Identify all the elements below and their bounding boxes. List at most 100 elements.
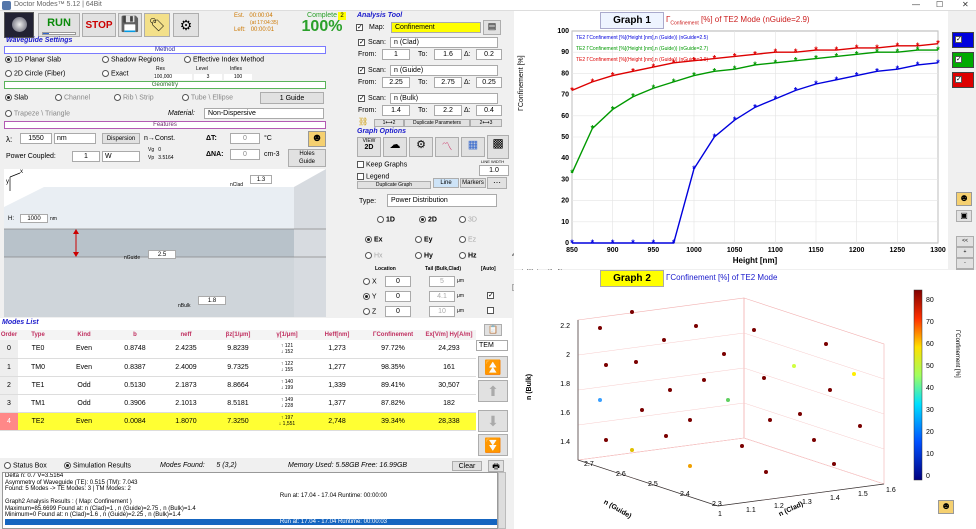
sim-results-radio[interactable]: Simulation Results: [64, 462, 131, 469]
hx-radio[interactable]: Hx: [365, 252, 383, 259]
y-auto-checkbox[interactable]: ✓: [487, 292, 494, 299]
image-icon[interactable]: ▣: [956, 210, 972, 222]
scan1-checkbox[interactable]: ✓: [358, 39, 365, 46]
hz-radio[interactable]: Hz: [459, 252, 477, 259]
x-location-radio[interactable]: X: [363, 278, 377, 285]
col-order[interactable]: Order: [0, 330, 18, 340]
method-1d-slab[interactable]: 1D Planar Slab: [5, 56, 61, 63]
move-top-icon[interactable]: ⏫: [478, 356, 508, 378]
delta-na-input[interactable]: 0: [230, 149, 260, 160]
log-scrollbar[interactable]: [498, 472, 506, 529]
dispersion-button[interactable]: Dispersion: [102, 133, 140, 144]
geom-channel[interactable]: Channel: [55, 94, 90, 101]
lambda-input[interactable]: 1550: [20, 133, 52, 144]
keep-graphs-checkbox[interactable]: Keep Graphs: [357, 161, 407, 168]
y-location-input[interactable]: 0: [385, 291, 411, 302]
gears-icon[interactable]: ⚙: [409, 137, 433, 157]
stop-button[interactable]: STOP: [82, 13, 116, 37]
delta-t-input[interactable]: 0: [230, 133, 260, 144]
move-up-icon[interactable]: ⬆: [478, 380, 508, 402]
link-icon[interactable]: ⛓: [358, 117, 369, 126]
mode-filter-select[interactable]: TEM: [476, 340, 508, 351]
geom-tube-ellipse[interactable]: Tube \ Ellipse: [182, 94, 233, 101]
user-icon[interactable]: ☻: [308, 131, 326, 147]
guide-count-button[interactable]: 1 Guide: [260, 92, 324, 104]
z-location-radio[interactable]: Z: [363, 308, 376, 315]
zoom-left-icon[interactable]: <<: [956, 236, 974, 247]
nbulk-input[interactable]: 1.8: [198, 296, 226, 305]
table-row-selected[interactable]: 4 TE2 Even 0.0084 1.8070 7.3250 ↑ 197 ↓ 1,551 2,…: [0, 412, 476, 431]
graph1-tab[interactable]: Graph 1: [600, 12, 664, 29]
geom-slab[interactable]: Slab: [5, 94, 28, 101]
z-location-input[interactable]: 0: [385, 306, 411, 317]
ex-radio[interactable]: Ex: [365, 236, 383, 243]
print-icon[interactable]: 🖶: [488, 460, 504, 472]
line-button[interactable]: Line: [433, 178, 459, 188]
col-confinement[interactable]: ΓConfinement: [364, 330, 422, 340]
material-select[interactable]: Non-Dispersive: [204, 108, 324, 119]
holes-button[interactable]: Holes Guide: [288, 149, 326, 167]
settings-gear-icon[interactable]: ⚙: [173, 13, 199, 37]
type-select[interactable]: Power Distribution: [387, 194, 497, 207]
dim-1d-radio[interactable]: 1D: [377, 216, 395, 223]
table-row[interactable]: 1 TM0 Even 0.8387 2.4009 9.7325 ↑ 122 ↓ 155 1,27…: [0, 358, 476, 377]
run-button[interactable]: RUN: [38, 13, 80, 37]
power-unit-select[interactable]: W: [102, 151, 140, 162]
export-icon[interactable]: 📋: [484, 324, 502, 336]
col-b[interactable]: b: [110, 330, 160, 340]
duplicate-graph-button[interactable]: Duplicate Graph: [357, 181, 431, 189]
series-1-toggle[interactable]: ✓: [952, 32, 974, 48]
map-select[interactable]: Confinement: [391, 22, 481, 33]
swap-2-3-button[interactable]: 2⟷3: [470, 119, 502, 127]
hy-radio[interactable]: Hy: [415, 252, 433, 259]
method-effective-index[interactable]: Effective Index Method: [184, 56, 264, 63]
markers-button[interactable]: Markers: [460, 178, 486, 188]
close-icon[interactable]: ✕: [962, 0, 969, 9]
nclad-input[interactable]: 1.3: [250, 175, 272, 184]
scan2-to-input[interactable]: 2.75: [434, 77, 462, 88]
user-icon[interactable]: ☻: [956, 192, 972, 206]
x-tail-input[interactable]: 5: [429, 276, 455, 287]
method-exact[interactable]: Exact: [102, 70, 128, 77]
clear-button[interactable]: Clear: [452, 461, 482, 471]
z-auto-checkbox[interactable]: [487, 307, 494, 314]
ez-radio[interactable]: Ez: [459, 236, 476, 243]
maximize-icon[interactable]: ☐: [936, 0, 944, 9]
nguide-input[interactable]: 2.5: [148, 250, 176, 259]
series-3-toggle[interactable]: ✓: [952, 72, 974, 88]
scan1-select[interactable]: n (Clad): [390, 37, 498, 48]
col-gamma[interactable]: γ[1/μm]: [264, 330, 310, 340]
scan3-from-input[interactable]: 1.4: [382, 105, 410, 116]
marker-style-icon[interactable]: ⋯: [487, 177, 507, 189]
table-row[interactable]: 2 TE1 Odd 0.5130 2.1873 8.8664 ↑ 140 ↓ 199 1,339…: [0, 376, 476, 395]
col-neff[interactable]: neff: [160, 330, 212, 340]
scan3-delta-input[interactable]: 0.4: [476, 105, 502, 116]
geom-trapeze-triangle[interactable]: Trapeze \ Triangle: [5, 110, 70, 117]
res-input[interactable]: 100,000: [154, 74, 192, 80]
move-bottom-icon[interactable]: ⏬: [478, 434, 508, 456]
z-tail-input[interactable]: 10: [429, 306, 455, 317]
y-tail-input[interactable]: 4.1: [429, 291, 455, 302]
scan2-select[interactable]: n (Guide): [390, 65, 498, 76]
x-location-input[interactable]: 0: [385, 276, 411, 287]
duplicate-parameters-button[interactable]: Duplicate Parameters: [404, 119, 470, 127]
graph2-tab[interactable]: Graph 2: [600, 270, 664, 287]
method-shadow-regions[interactable]: Shadow Regions: [102, 56, 164, 63]
view-2d-button[interactable]: VIEW 2D: [357, 137, 381, 157]
col-kind[interactable]: Kind: [58, 330, 110, 340]
ey-radio[interactable]: Ey: [415, 236, 433, 243]
map-options-icon[interactable]: ▤: [483, 20, 501, 35]
zoom-minus-icon[interactable]: -: [956, 258, 974, 269]
zoom-plus-icon[interactable]: +: [956, 247, 974, 258]
table-row[interactable]: 3 TM1 Odd 0.3906 2.1013 8.5181 ↑ 149 ↓ 228 1,377…: [0, 394, 476, 413]
scan1-delta-input[interactable]: 0.2: [476, 49, 502, 60]
method-2d-circle[interactable]: 2D Circle (Fiber): [5, 70, 65, 77]
grid-icon[interactable]: ▩: [487, 135, 509, 159]
dim-2d-radio[interactable]: 2D: [419, 216, 437, 223]
plot-icon[interactable]: 〽: [435, 137, 459, 157]
legend-checkbox[interactable]: Legend: [357, 173, 389, 180]
col-field[interactable]: Ex[V/m] Hy[A/m]: [422, 330, 476, 340]
series-2-toggle[interactable]: ✓: [952, 52, 974, 68]
scan2-delta-input[interactable]: 0.25: [476, 77, 502, 88]
cloud-icon[interactable]: ☁: [383, 137, 407, 157]
